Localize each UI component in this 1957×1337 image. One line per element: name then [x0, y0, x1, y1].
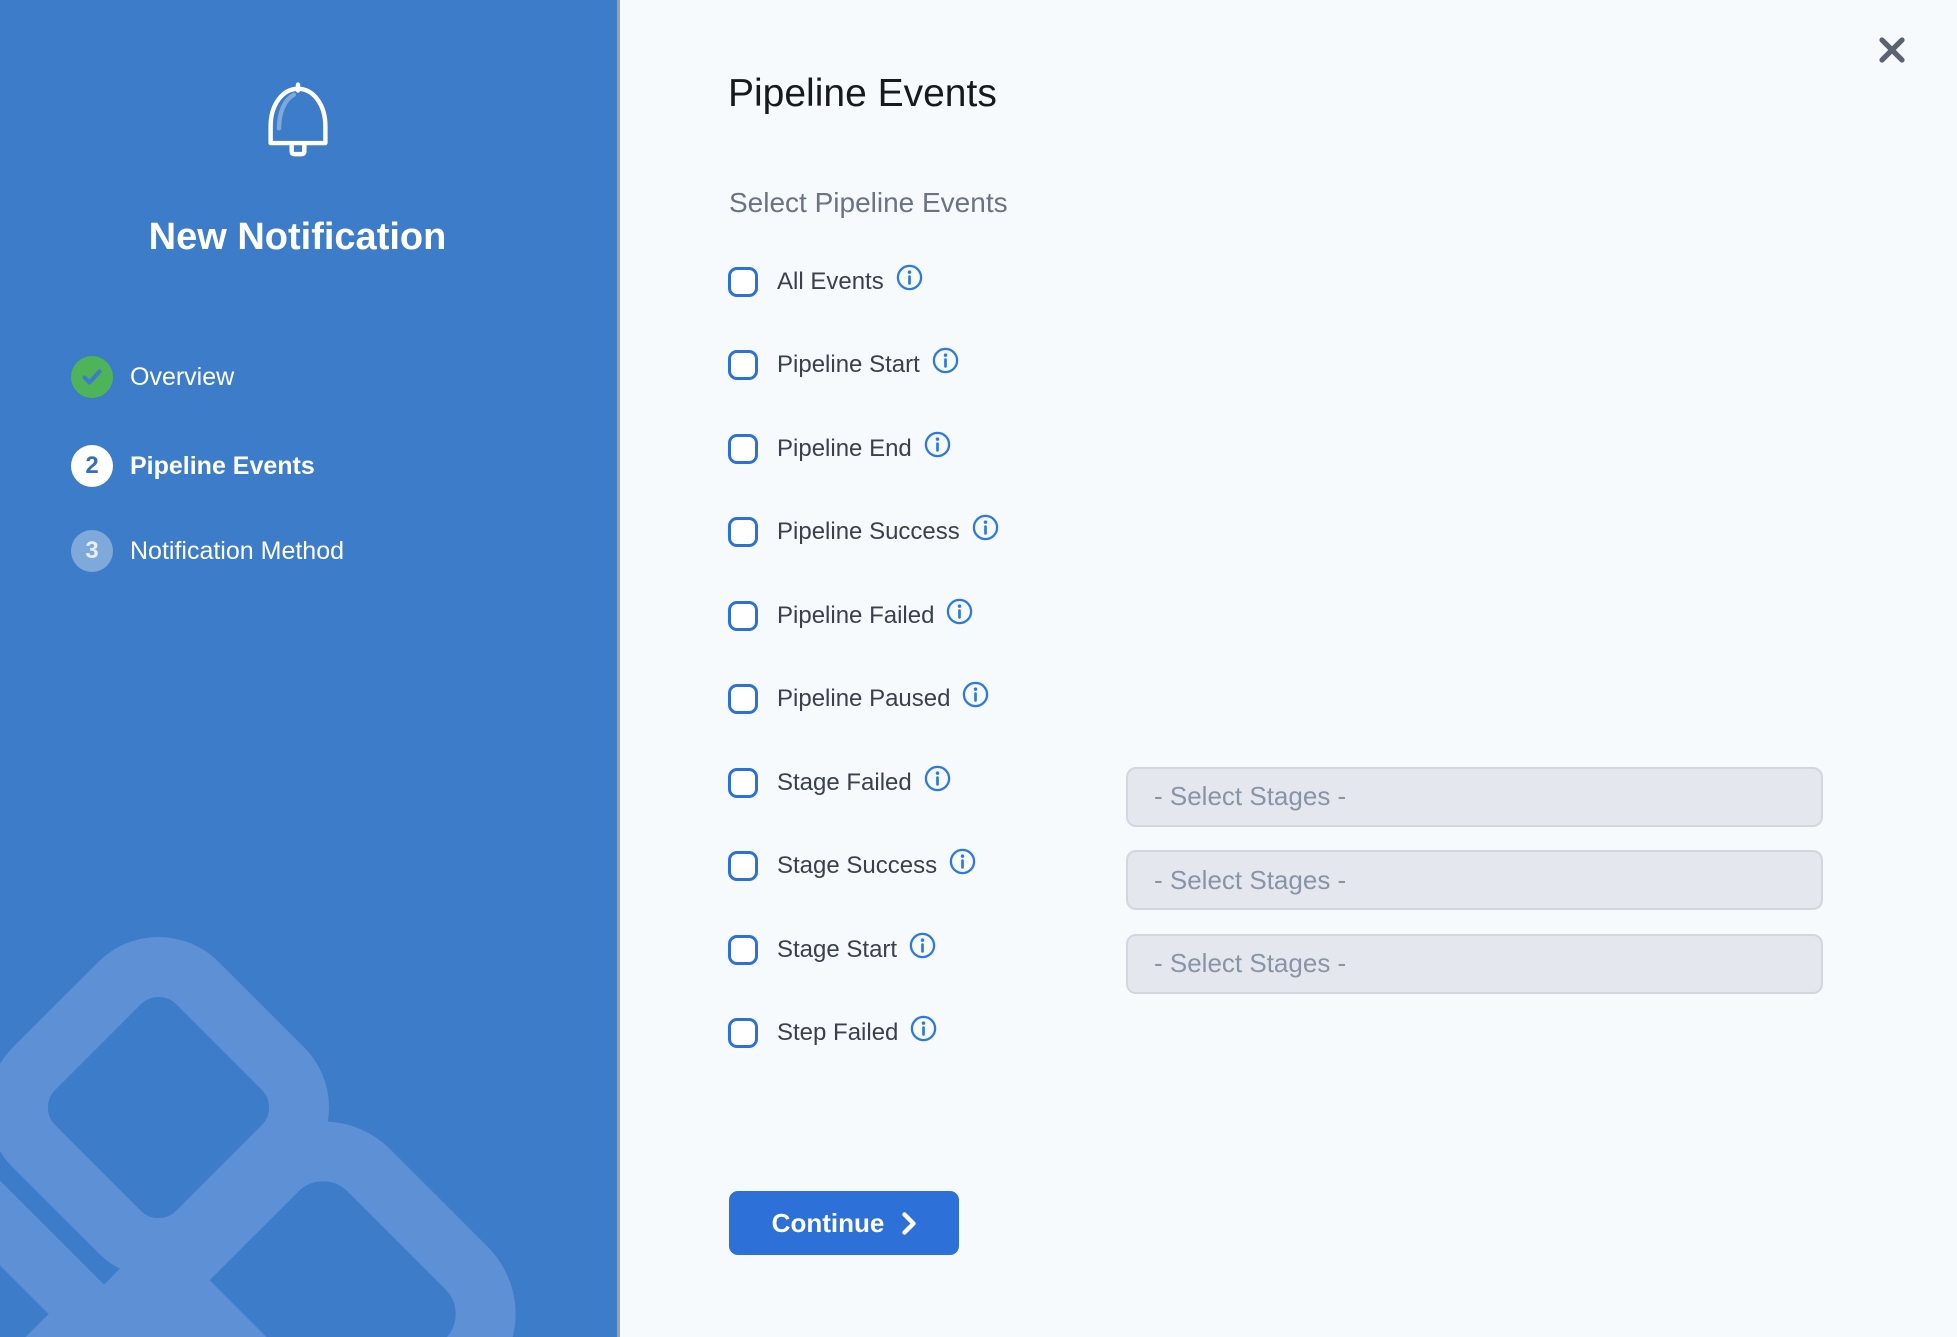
info-icon[interactable]: [910, 1015, 937, 1047]
sidebar-item-notification-method[interactable]: 3 Notification Method: [71, 530, 344, 572]
sidebar-item-label: Notification Method: [130, 536, 345, 565]
checkbox-step-failed[interactable]: [728, 1018, 758, 1048]
sidebar-item-pipeline-events[interactable]: 2 Pipeline Events: [71, 445, 315, 487]
stage-select-placeholder: - Select Stages -: [1154, 864, 1347, 895]
sidebar-item-label: Pipeline Events: [130, 451, 315, 480]
event-row-all-events: All Events: [728, 264, 923, 297]
stage-select-stage-success[interactable]: - Select Stages -: [1126, 850, 1823, 910]
checkbox-stage-start[interactable]: [728, 934, 758, 965]
event-label: Pipeline Paused: [777, 685, 951, 712]
info-icon[interactable]: [972, 514, 999, 546]
sidebar-item-label: Overview: [130, 362, 235, 391]
stage-select-stage-start[interactable]: - Select Stages -: [1126, 933, 1823, 994]
checkbox-pipeline-paused[interactable]: [728, 684, 758, 714]
info-icon[interactable]: [924, 431, 951, 463]
sidebar-item-overview[interactable]: Overview: [71, 356, 234, 398]
info-icon[interactable]: [962, 681, 989, 713]
step-number-badge: 2: [71, 445, 113, 487]
checkbox-pipeline-failed[interactable]: [728, 600, 758, 631]
event-label: Pipeline Start: [777, 351, 920, 378]
continue-button[interactable]: Continue: [729, 1191, 959, 1255]
event-label: Pipeline End: [777, 434, 912, 462]
step-complete-check-icon: [71, 356, 113, 398]
event-label: Stage Failed: [777, 768, 912, 796]
pipeline-events-panel: [620, 0, 1957, 1337]
event-row-stage-start: Stage Start: [728, 932, 936, 965]
checkbox-stage-success[interactable]: [728, 851, 758, 881]
wizard-sidebar: New Notification Overview 2 Pipeline Eve…: [0, 0, 620, 1337]
stage-select-placeholder: - Select Stages -: [1154, 781, 1347, 811]
info-icon[interactable]: [924, 765, 951, 797]
event-row-pipeline-end: Pipeline End: [728, 431, 951, 464]
event-label: Pipeline Failed: [777, 601, 935, 629]
logo-watermark: [0, 0, 617, 1337]
event-row-pipeline-failed: Pipeline Failed: [728, 598, 973, 631]
checkbox-pipeline-start[interactable]: [728, 350, 758, 380]
event-row-pipeline-success: Pipeline Success: [728, 514, 999, 547]
page-title: Pipeline Events: [728, 72, 997, 115]
stage-select-placeholder: - Select Stages -: [1154, 948, 1347, 978]
event-row-pipeline-paused: Pipeline Paused: [728, 681, 989, 714]
checkbox-pipeline-success[interactable]: [728, 517, 758, 547]
section-label: Select Pipeline Events: [729, 187, 1008, 218]
info-icon[interactable]: [932, 347, 959, 379]
event-row-pipeline-start: Pipeline Start: [728, 347, 959, 380]
event-row-step-failed: Step Failed: [728, 1015, 937, 1048]
info-icon[interactable]: [896, 264, 923, 296]
close-icon[interactable]: [1877, 35, 1907, 65]
event-label: Stage Success: [777, 852, 938, 879]
info-icon[interactable]: [909, 932, 936, 964]
event-row-stage-failed: Stage Failed: [728, 765, 951, 798]
info-icon[interactable]: [949, 848, 976, 880]
event-label: All Events: [777, 267, 884, 295]
checkbox-all-events[interactable]: [728, 266, 758, 297]
event-label: Step Failed: [777, 1019, 899, 1046]
step-number-badge: 3: [71, 530, 113, 572]
chevron-right-icon: [902, 1211, 917, 1235]
event-label: Pipeline Success: [777, 518, 960, 545]
event-label: Stage Start: [777, 935, 898, 963]
event-row-stage-success: Stage Success: [728, 848, 976, 881]
stage-select-stage-failed[interactable]: - Select Stages -: [1126, 766, 1823, 827]
checkbox-pipeline-end[interactable]: [728, 433, 758, 464]
info-icon[interactable]: [946, 598, 973, 630]
bell-icon: [0, 82, 595, 167]
wizard-title: New Notification: [148, 216, 447, 258]
checkbox-stage-failed[interactable]: [728, 767, 758, 798]
continue-button-label: Continue: [771, 1207, 885, 1238]
